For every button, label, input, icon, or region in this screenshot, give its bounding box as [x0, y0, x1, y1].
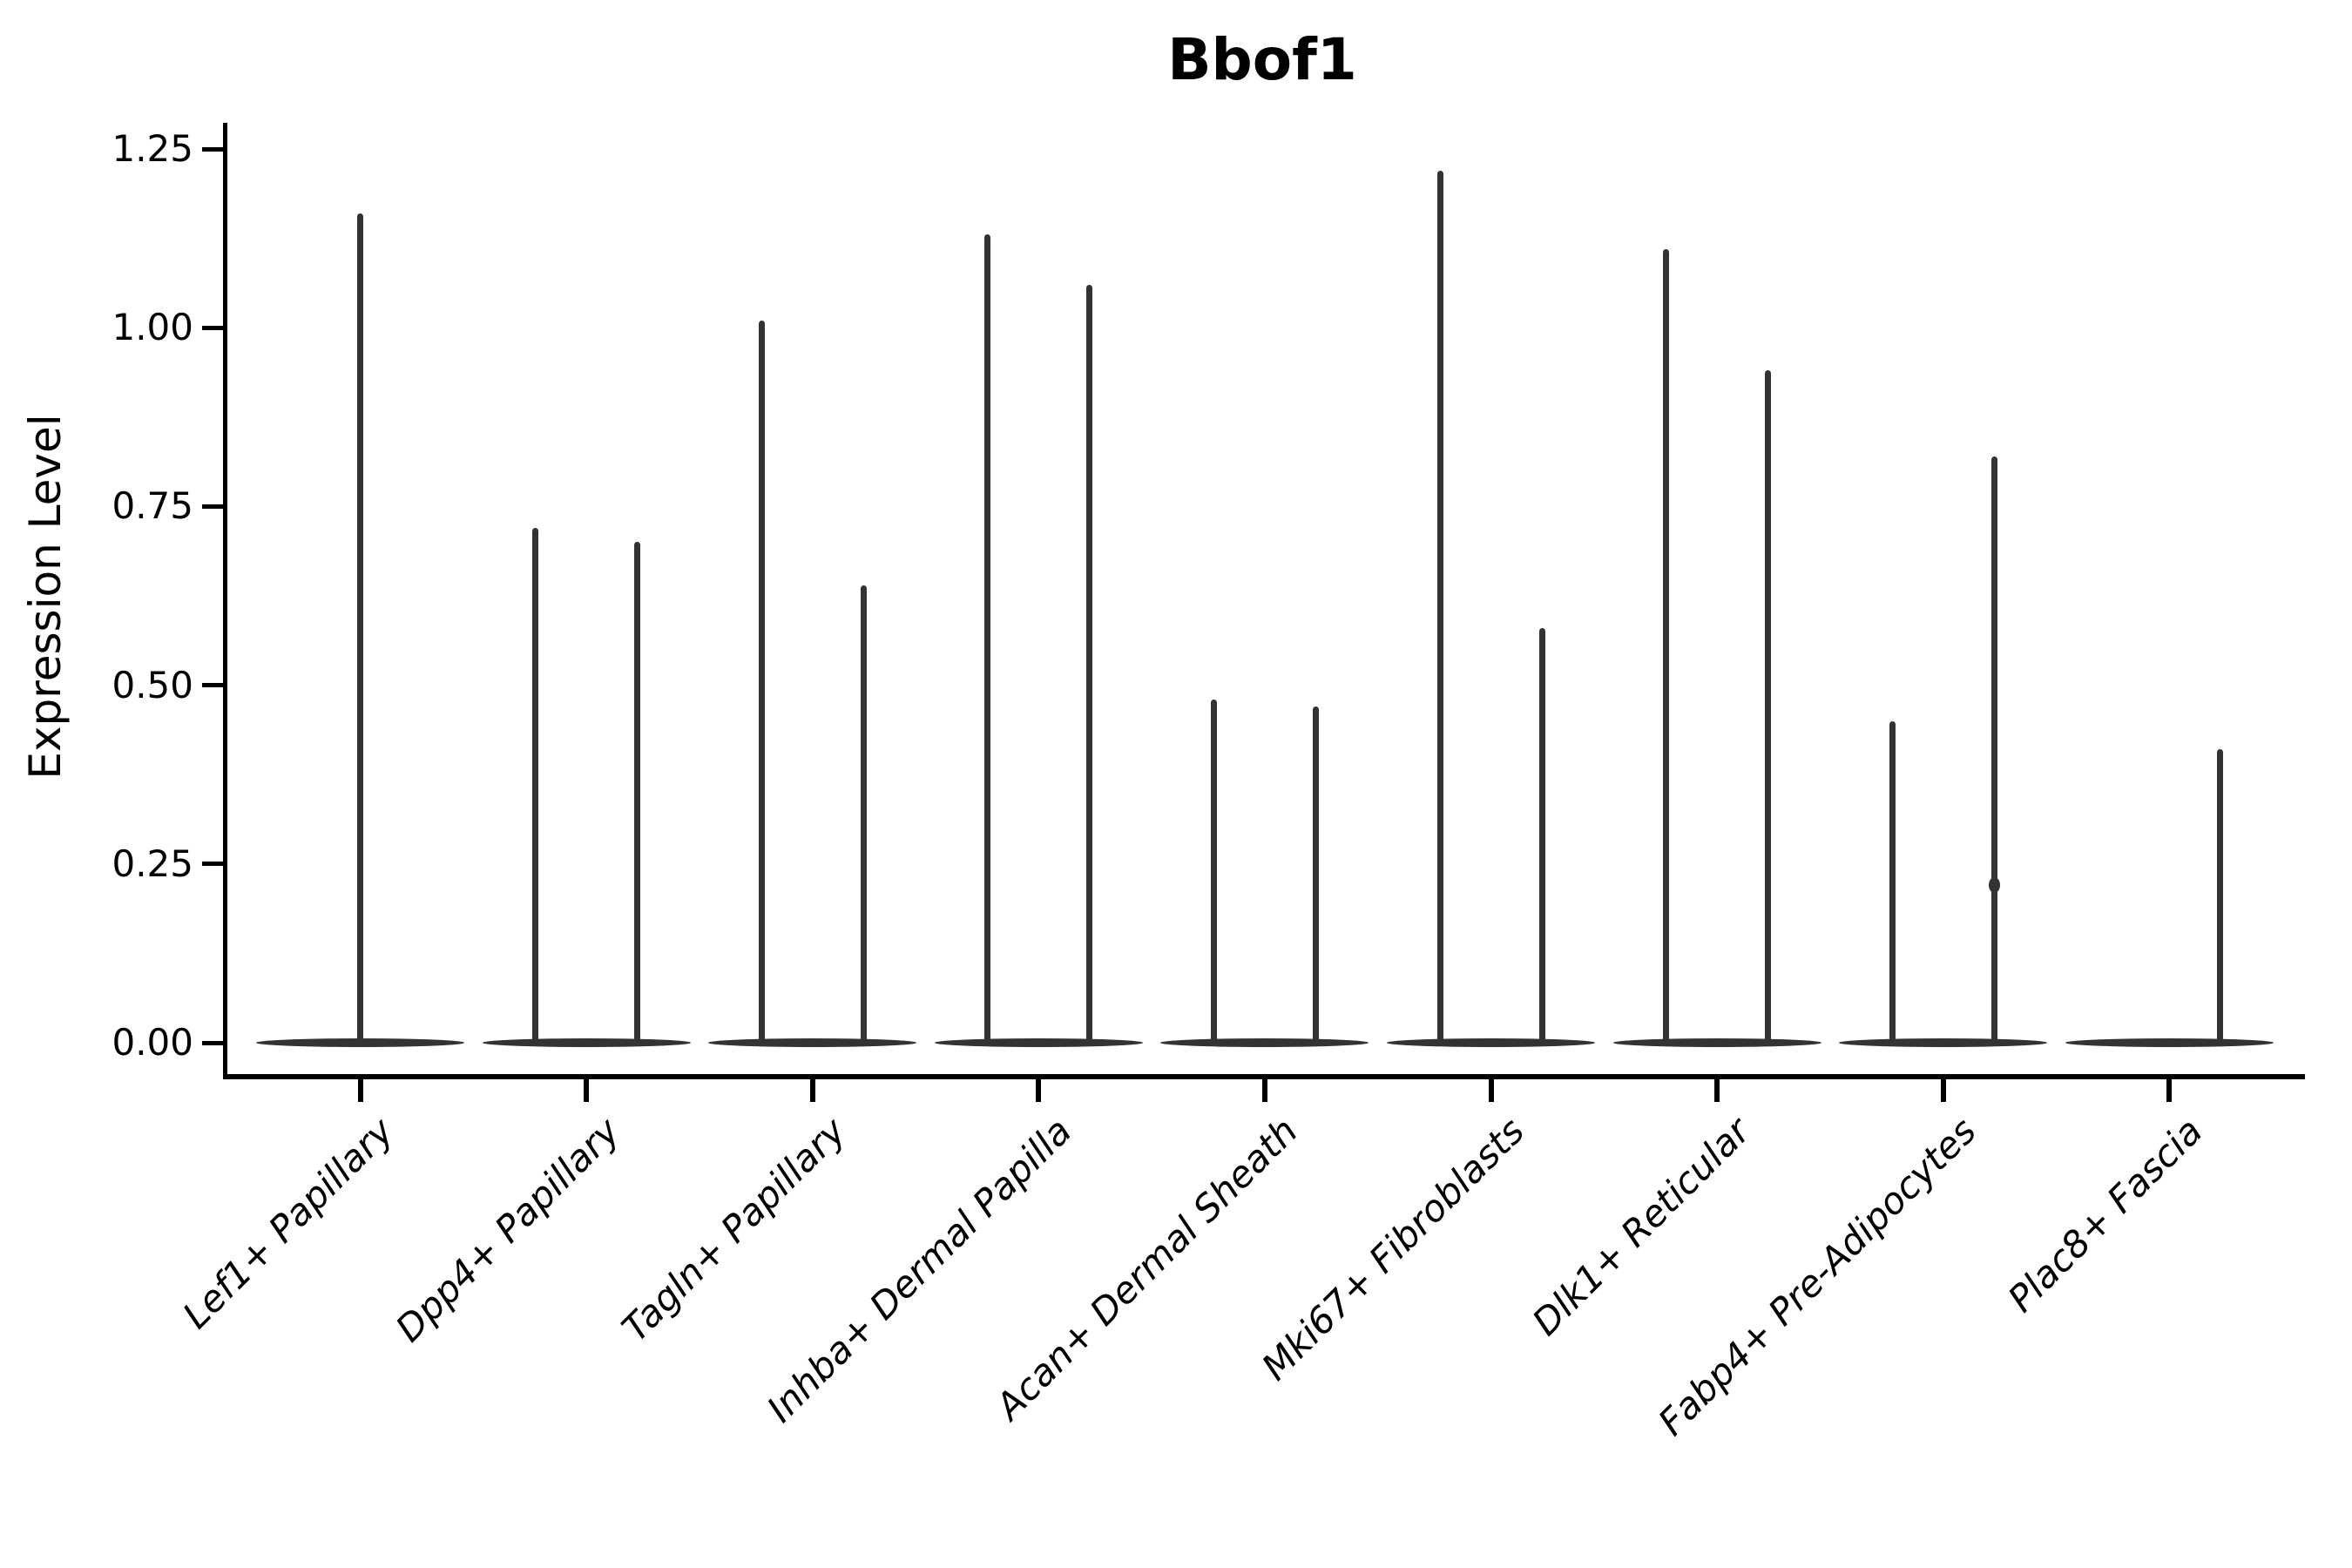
violin-spike — [634, 542, 641, 1046]
x-tick-mark — [1036, 1079, 1042, 1102]
y-tick-label: 0.00 — [112, 1021, 193, 1064]
x-tick-label: Dlk1+ Reticular — [1524, 1109, 1759, 1344]
x-tick-label: Plac8+ Fascia — [1999, 1109, 2211, 1321]
violin-base — [1612, 1038, 1821, 1047]
violin-base — [1839, 1038, 2048, 1047]
violin-spike — [1436, 170, 1443, 1046]
y-tick-label: 0.50 — [112, 663, 193, 706]
violin-base — [482, 1038, 691, 1047]
violin-spike — [1210, 700, 1217, 1046]
violin-base — [934, 1038, 1143, 1047]
x-tick-mark — [584, 1079, 590, 1102]
violin-spike — [1086, 284, 1093, 1046]
violin-spike — [984, 234, 991, 1046]
y-tick-mark — [202, 683, 224, 688]
violin-spike — [357, 213, 363, 1046]
x-tick-mark — [809, 1079, 815, 1102]
violin-base — [1160, 1038, 1369, 1047]
chart-title: Bbof1 — [1167, 26, 1357, 93]
x-tick-label: Dpp4+ Papillary — [387, 1109, 628, 1350]
y-axis-label: Expression Level — [20, 414, 71, 780]
violin-spike — [1312, 706, 1319, 1046]
y-tick-mark — [202, 325, 224, 330]
x-tick-mark — [357, 1079, 363, 1102]
y-tick-mark — [202, 146, 224, 152]
y-tick-label: 0.75 — [112, 484, 193, 528]
x-tick-mark — [1261, 1079, 1267, 1102]
x-tick-mark — [2166, 1079, 2173, 1102]
y-axis-line — [223, 123, 227, 1079]
x-tick-mark — [1714, 1079, 1720, 1102]
x-tick-label: Lef1+ Papillary — [173, 1109, 402, 1337]
violin-spike — [758, 320, 765, 1046]
y-tick-label: 0.25 — [112, 841, 193, 885]
x-tick-mark — [1940, 1079, 1946, 1102]
violin-spike — [860, 585, 867, 1046]
violin-spike — [532, 528, 539, 1046]
violin-base — [1387, 1038, 1595, 1047]
violin-bulge — [1988, 877, 2000, 894]
violin-spike — [1538, 627, 1545, 1046]
violin-spike — [1990, 456, 1997, 1046]
violin-spike — [2217, 749, 2224, 1046]
y-tick-mark — [202, 504, 224, 509]
violin-base — [2065, 1038, 2274, 1047]
violin-spike — [1765, 370, 1772, 1046]
y-tick-label: 1.00 — [112, 306, 193, 349]
x-tick-label: Tagln+ Papillary — [613, 1109, 854, 1350]
x-axis-line — [223, 1074, 2305, 1079]
y-tick-mark — [202, 1040, 224, 1045]
y-tick-label: 1.25 — [112, 127, 193, 170]
violin-spike — [1889, 720, 1896, 1046]
violin-base — [708, 1038, 917, 1047]
x-tick-label: Mki67+ Fibroblasts — [1253, 1109, 1532, 1389]
y-tick-mark — [202, 862, 224, 867]
x-tick-mark — [1488, 1079, 1494, 1102]
violin-spike — [1663, 248, 1670, 1046]
